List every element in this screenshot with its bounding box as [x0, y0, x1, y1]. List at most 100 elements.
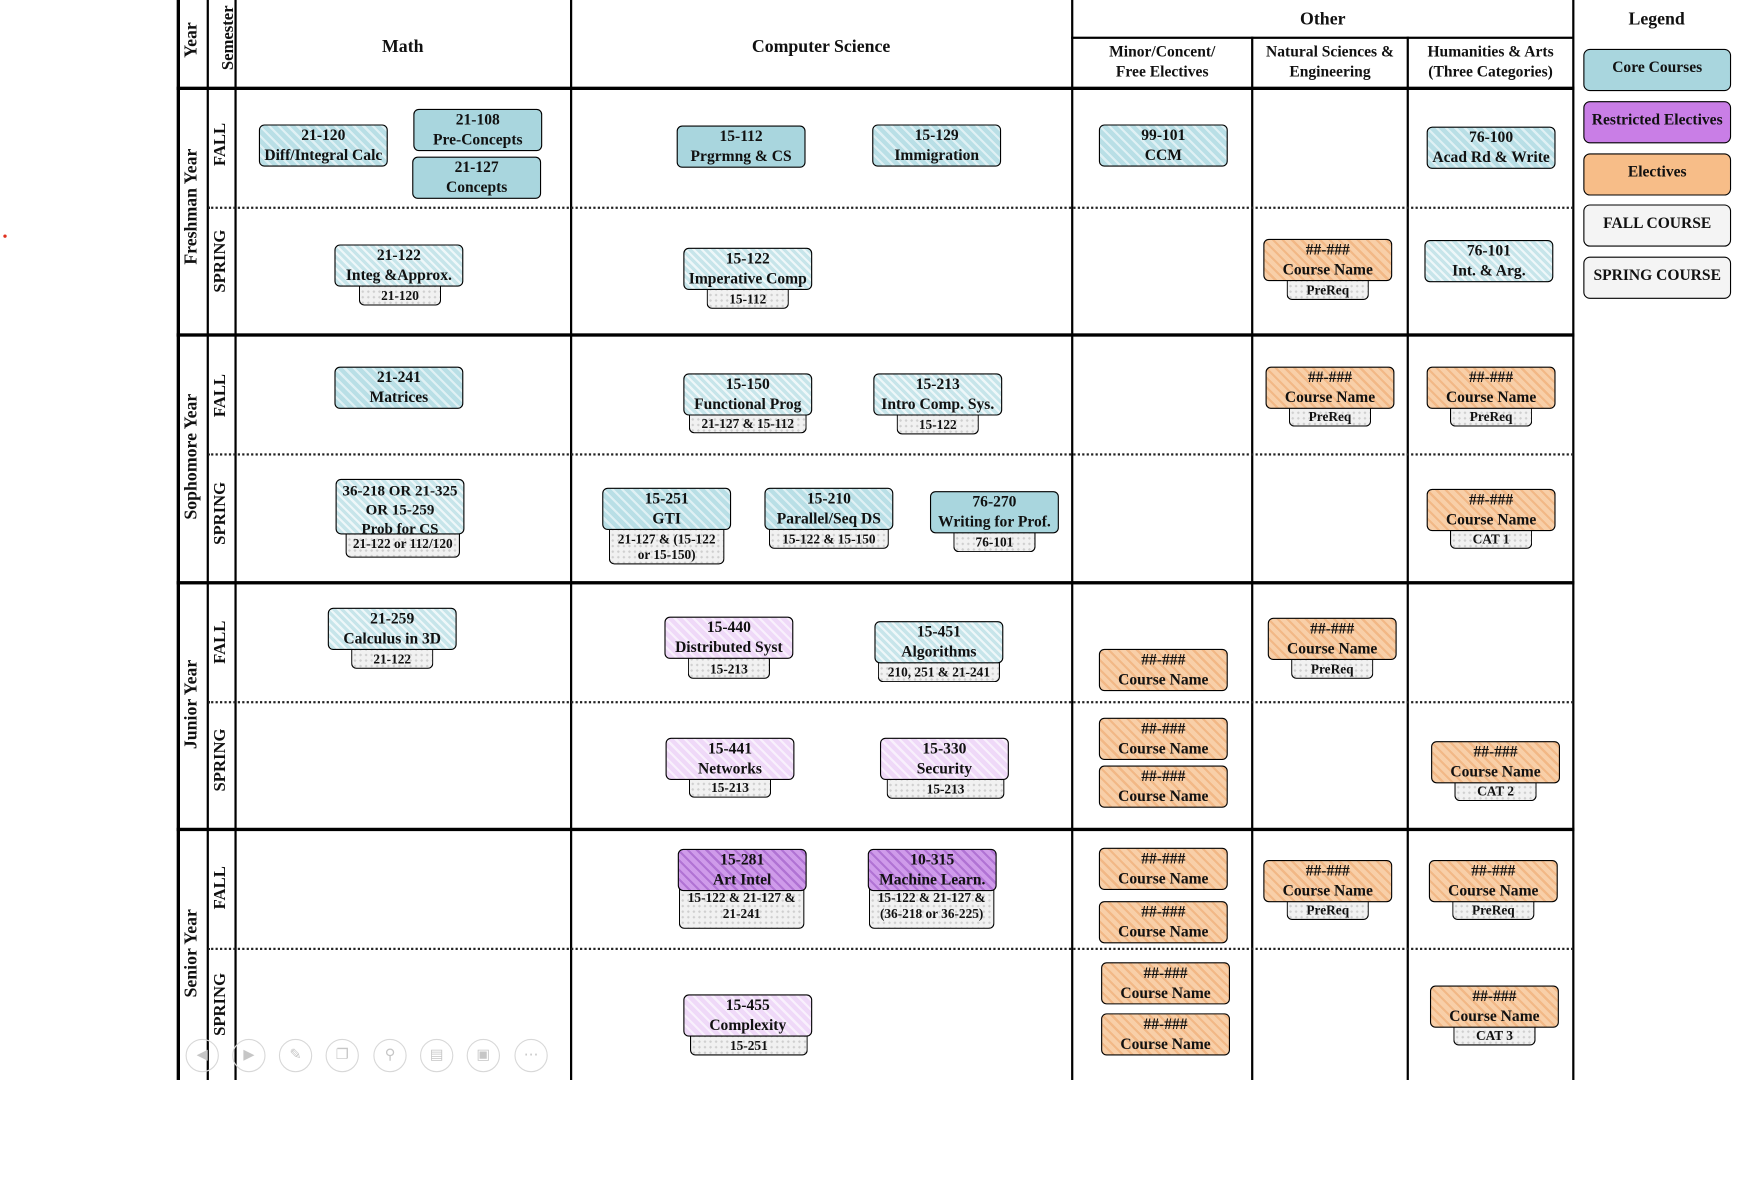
course-box[interactable]: 15-213 Intro Comp. Sys. [873, 373, 1003, 416]
course-box[interactable]: 76-100 Acad Rd & Write [1426, 126, 1556, 169]
course-name: Course Name [1445, 512, 1537, 529]
course-code: ##-### [1141, 721, 1186, 738]
course-box[interactable]: 15-441 Networks [665, 737, 795, 780]
course-name: Course Name [1445, 389, 1537, 407]
course-box[interactable]: 21-259 Calculus in 3D [327, 607, 457, 650]
course-name: Networks [698, 761, 762, 778]
course-box[interactable]: 21-120 Diff/Integral Calc [258, 124, 388, 167]
course-name: Security [916, 761, 973, 778]
course-box[interactable]: 15-455 Complexity [683, 994, 813, 1037]
course-box[interactable]: 99-101 CCM [1098, 124, 1228, 167]
course-code: 99-101 [1141, 127, 1186, 145]
prereq-tab: 21-127 & 15-112 [688, 411, 807, 434]
grid-line [1406, 36, 1409, 1080]
course-code: 21-259 [370, 611, 415, 628]
course-box[interactable]: ##-### Course Name [1101, 962, 1230, 1005]
year-column-header: Year [182, 22, 202, 58]
course-box[interactable]: ##-### Course Name [1429, 985, 1559, 1028]
course-box[interactable]: 10-315 Machine Learn. [867, 848, 997, 892]
course-box[interactable]: 21-108 Pre-Concepts [413, 108, 543, 152]
course-box[interactable]: ##-### Course Name [1263, 238, 1393, 282]
course-name: Pre-Concepts [432, 132, 523, 149]
course-box[interactable]: ##-### Course Name [1098, 765, 1228, 808]
course-box[interactable]: 15-210 Parallel/Seq DS [764, 487, 894, 530]
course-code: 76-101 [1466, 243, 1511, 260]
course-box[interactable]: ##-### Course Name [1098, 717, 1228, 760]
minor-header: Minor/Concent/ Free Electives [1109, 44, 1216, 82]
semester-divider [207, 701, 1574, 704]
course-box[interactable]: 21-127 Concepts [412, 156, 542, 199]
semester-label-spring: SPRING [211, 481, 230, 545]
course-box[interactable]: 76-270 Writing for Prof. [929, 491, 1059, 534]
course-code: 15-281 [720, 852, 765, 869]
course-box[interactable]: ##-### Course Name [1267, 617, 1397, 660]
course-box[interactable]: 15-451 Algorithms [874, 621, 1004, 664]
legend-restricted-electives: Restricted Electives [1583, 101, 1732, 144]
course-code: ##-### [1472, 988, 1517, 1006]
course-box[interactable]: 15-112 Prgrmng & CS [676, 125, 806, 168]
prereq-tab: 15-122 & 21-127 & (36-218 or 36-225) [868, 886, 995, 929]
more-icon[interactable]: ⋯ [514, 1038, 548, 1073]
course-code: 10-315 [910, 852, 955, 869]
course-box[interactable]: ##-### Course Name [1098, 847, 1228, 890]
course-name: Course Name [1118, 741, 1209, 758]
prev-icon[interactable]: ◀ [185, 1038, 219, 1073]
course-box[interactable]: ##-### Course Name [1265, 366, 1395, 409]
course-box[interactable]: ##-### Course Name [1431, 741, 1560, 784]
prereq-tab: PreReq [1449, 404, 1533, 427]
copy-icon[interactable]: ❐ [325, 1038, 359, 1073]
course-box[interactable]: 15-122 Imperative Comp [683, 247, 813, 290]
course-box[interactable]: 21-241 Matrices [334, 366, 464, 409]
course-name: Acad Rd & Write [1432, 149, 1550, 167]
semester-label-spring: SPRING [211, 229, 230, 293]
course-box[interactable]: ##-### Course Name [1101, 1013, 1230, 1056]
course-code: 21-127 [454, 159, 499, 177]
course-code: 15-150 [725, 376, 770, 394]
course-box[interactable]: ##-### Course Name [1426, 488, 1556, 532]
course-box[interactable]: 15-129 Immigration [872, 124, 1002, 167]
course-box[interactable]: ##-### Course Name [1098, 901, 1228, 944]
course-code: ##-### [1305, 242, 1350, 259]
course-box[interactable]: ##-### Course Name [1098, 648, 1228, 692]
course-code: ##-### [1305, 863, 1350, 880]
prereq-tab: 21-120 [358, 283, 442, 306]
course-box[interactable]: 15-281 Art Intel [677, 848, 807, 892]
course-code: 21-241 [376, 369, 421, 387]
course-box[interactable]: 15-150 Functional Prog [683, 373, 813, 416]
legend-header: Legend [1628, 9, 1685, 29]
semester-label-fall: FALL [211, 122, 230, 167]
other-header: Other [1300, 9, 1346, 29]
zoom-icon[interactable]: ⚲ [373, 1038, 407, 1073]
course-code: 36-218 OR 21-325 OR 15-259 [342, 482, 458, 518]
course-code: ##-### [1143, 1016, 1188, 1034]
course-box[interactable]: 21-122 Integ &Approx. [334, 244, 464, 287]
grid-line [176, 581, 1575, 585]
pen-icon[interactable]: ✎ [278, 1038, 313, 1073]
next-icon[interactable]: ▶ [232, 1038, 266, 1073]
course-box[interactable]: ##-### Course Name [1426, 366, 1556, 409]
prereq-tab: 15-251 [689, 1033, 808, 1056]
course-name: Functional Prog [694, 396, 802, 414]
course-code: ##-### [1141, 904, 1186, 922]
course-box[interactable]: 15-330 Security [879, 737, 1009, 780]
semester-divider [207, 947, 1574, 950]
year-label: Sophomore Year [182, 393, 202, 520]
subtitle-icon[interactable]: ▤ [419, 1038, 454, 1073]
course-box[interactable]: 15-251 GTI [602, 487, 732, 530]
camera-off-icon[interactable]: ▣ [466, 1038, 500, 1073]
course-box[interactable]: ##-### Course Name [1263, 859, 1393, 903]
grid-line [569, 0, 572, 1080]
course-name: Course Name [1282, 883, 1373, 900]
grid-line [1572, 0, 1574, 1080]
course-box[interactable]: 15-440 Distributed Syst [664, 616, 794, 659]
course-name: Distributed Syst [675, 639, 783, 657]
course-box[interactable]: 36-218 OR 21-325 OR 15-259 Prob for CS [335, 478, 465, 535]
prereq-tab: 15-213 [687, 656, 770, 679]
prereq-tab: 21-127 & (15-122 or 15-150) [608, 526, 725, 565]
course-name: CCM [1144, 147, 1182, 165]
course-box[interactable]: ##-### Course Name [1428, 859, 1558, 903]
prereq-tab: CAT 3 [1453, 1023, 1536, 1046]
course-name: Concepts [445, 179, 508, 197]
course-box[interactable]: 76-101 Int. & Arg. [1424, 239, 1554, 283]
course-code: ##-### [1141, 768, 1186, 786]
